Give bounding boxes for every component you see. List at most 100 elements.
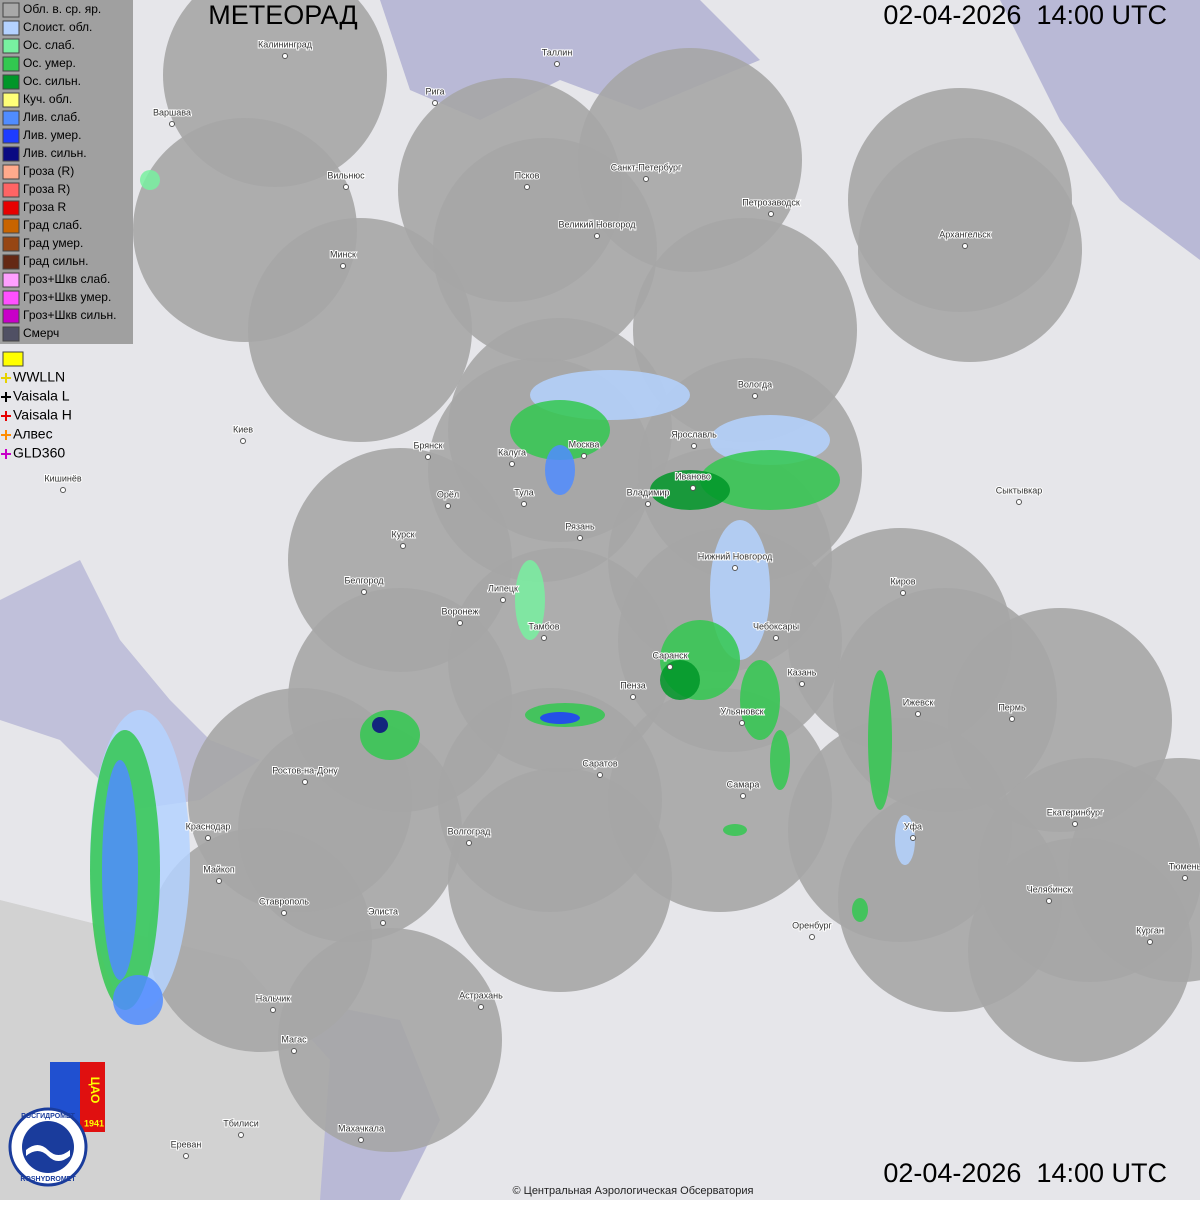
city-label: Кишинёв <box>44 473 81 483</box>
legend-swatch <box>2 236 20 252</box>
city-dot <box>432 100 438 106</box>
legend-label: Куч. обл. <box>23 92 72 106</box>
lightning-marker <box>1 411 11 421</box>
lightning-label: GLD360 <box>13 445 65 461</box>
logo-flag <box>80 1062 105 1132</box>
city-dot <box>282 53 288 59</box>
city-dot <box>799 681 805 687</box>
radar-circle <box>433 138 657 362</box>
legend-swatch <box>2 308 20 324</box>
city-label: Тбилиси <box>223 1118 259 1128</box>
city-dot <box>962 243 968 249</box>
city-label: Иваново <box>675 471 711 481</box>
legend-label: Слоист. обл. <box>23 20 92 34</box>
city-dot <box>1182 875 1188 881</box>
legend-label: Гроз+Шкв умер. <box>23 290 111 304</box>
city-label: Майкоп <box>203 864 235 874</box>
precip-area <box>660 660 700 700</box>
city-dot <box>281 910 287 916</box>
city-dot <box>773 635 779 641</box>
city-label: Саранск <box>652 650 687 660</box>
legend-swatch <box>2 254 20 270</box>
lightning-label: WWLLN <box>13 369 65 385</box>
legend-swatch <box>2 218 20 234</box>
city-dot <box>205 835 211 841</box>
city-label: Вильнюс <box>327 170 365 180</box>
city-dot <box>1147 939 1153 945</box>
city-label: Калининград <box>258 39 313 49</box>
precip-area <box>510 400 610 460</box>
precip-area <box>372 717 388 733</box>
city-dot <box>466 840 472 846</box>
precip-area <box>113 975 163 1025</box>
city-label: Липецк <box>488 583 518 593</box>
city-dot <box>740 793 746 799</box>
legend-label: Смерч <box>23 326 59 340</box>
city-dot <box>643 176 649 182</box>
sea <box>1000 0 1200 260</box>
legend-swatch <box>2 272 20 288</box>
city-label: Калуга <box>498 447 526 457</box>
city-dot <box>1016 499 1022 505</box>
legend-swatch <box>2 20 20 36</box>
city-dot <box>380 920 386 926</box>
legend-label: Ос. слаб. <box>23 38 75 52</box>
legend-swatch <box>2 110 20 126</box>
radar-circle <box>448 768 672 992</box>
city-dot <box>238 1132 244 1138</box>
timestamp-top: 02-04-2026 14:00 UTC <box>883 0 1167 30</box>
city-label: Ереван <box>171 1139 202 1149</box>
precip-area <box>540 712 580 724</box>
city-label: Белгород <box>344 575 384 585</box>
legend-label: Лив. умер. <box>23 128 81 142</box>
precip-area <box>650 470 730 510</box>
radar-circle <box>968 838 1192 1062</box>
city-label: Магас <box>281 1034 307 1044</box>
legend-label: Гроза R <box>23 200 67 214</box>
precip-area <box>140 170 160 190</box>
city-label: Тюмень <box>1169 861 1200 871</box>
city-dot <box>900 590 906 596</box>
city-dot <box>554 61 560 67</box>
city-dot <box>169 121 175 127</box>
legend-label: Ос. умер. <box>23 56 76 70</box>
precipitation <box>90 170 915 1025</box>
city-label: Пермь <box>998 702 1026 712</box>
city-dot <box>521 501 527 507</box>
city-label: Великий Новгород <box>559 219 637 229</box>
city-dot <box>739 720 745 726</box>
legend-swatch <box>2 290 20 306</box>
city-label: Киев <box>233 424 253 434</box>
precip-area <box>710 415 830 465</box>
city-dot <box>1046 898 1052 904</box>
legend-swatch <box>2 2 20 18</box>
city-dot <box>509 461 515 467</box>
city-dot <box>270 1007 276 1013</box>
city-label: Пенза <box>620 680 646 690</box>
copyright: © Центральная Аэрологическая Обсерватори… <box>513 1185 754 1197</box>
legend: Обл. в. ср. яр. Слоист. обл. Ос. слаб. Ос. … <box>0 0 133 461</box>
city-dot <box>581 453 587 459</box>
precip-area <box>360 710 420 760</box>
city-dot <box>358 1137 364 1143</box>
city-label: Ульяновск <box>720 706 763 716</box>
sea <box>0 560 260 810</box>
city-dot <box>291 1048 297 1054</box>
city-dot <box>361 589 367 595</box>
city-label: Курск <box>391 529 414 539</box>
city-dot <box>425 454 431 460</box>
city-dot <box>645 501 651 507</box>
city-label: Волгоград <box>448 826 491 836</box>
city-dot <box>630 694 636 700</box>
city-dot <box>1072 821 1078 827</box>
city-label: Элиста <box>368 906 398 916</box>
logo-year: 1941 <box>84 1118 104 1128</box>
city-label: Петрозаводск <box>742 197 800 207</box>
city-label: Махачкала <box>338 1123 384 1133</box>
lightning-icon <box>2 351 24 367</box>
city-dot <box>915 711 921 717</box>
legend-swatch <box>2 164 20 180</box>
city-label: Самара <box>727 779 760 789</box>
city-dot <box>60 487 66 493</box>
legend-label: Гроз+Шкв сильн. <box>23 308 116 322</box>
